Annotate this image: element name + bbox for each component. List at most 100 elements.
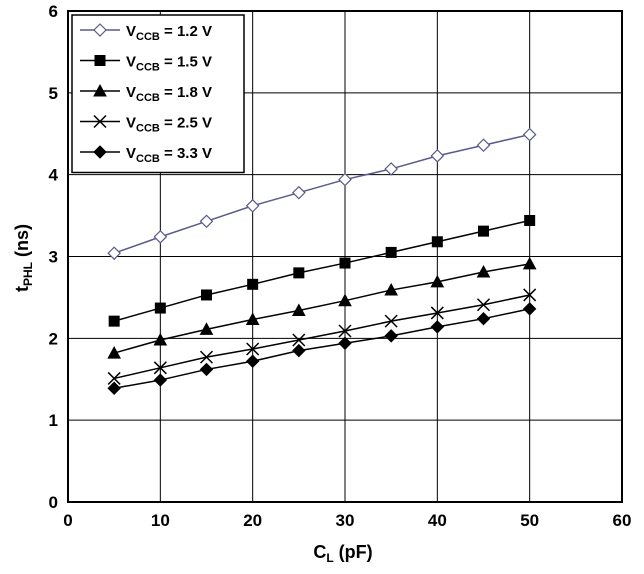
series-5	[107, 302, 537, 395]
data-point	[431, 236, 443, 248]
data-point	[292, 333, 306, 347]
x-tick-label: 10	[151, 511, 170, 530]
x-axis-title: CL (pF)	[313, 542, 372, 565]
series-3	[107, 256, 537, 359]
data-point	[291, 303, 306, 317]
x-axis-title-main: C	[313, 542, 326, 562]
legend-item: VCCB = 1.5 V	[80, 54, 212, 74]
legend-label-value: = 3.3 V	[160, 145, 212, 162]
data-point	[476, 311, 491, 326]
legend-label-value: = 1.5 V	[160, 54, 212, 71]
data-point	[245, 312, 260, 326]
legend-marker	[94, 55, 106, 66]
y-tick-label: 0	[49, 493, 58, 512]
x-tick-label: 40	[428, 511, 447, 530]
legend-label-value: = 1.2 V	[160, 23, 212, 40]
data-point	[524, 214, 536, 226]
data-point	[153, 361, 167, 375]
series-4	[107, 288, 537, 385]
data-point	[385, 246, 397, 258]
y-tick-label: 1	[49, 411, 58, 430]
legend-label-sub: CCB	[136, 31, 160, 43]
data-point	[201, 289, 212, 301]
x-axis-title-sub: L	[326, 551, 333, 565]
series-line	[113, 294, 530, 380]
y-tick-label: 3	[49, 248, 58, 267]
data-point	[384, 162, 399, 176]
x-tick-label: 20	[243, 511, 262, 530]
legend-label-main: V	[126, 84, 136, 101]
legend-marker	[93, 83, 107, 97]
series-line	[113, 219, 530, 322]
data-point	[430, 274, 445, 288]
series-layer	[107, 127, 537, 395]
data-point	[522, 127, 537, 142]
legend-label-main: V	[126, 145, 136, 162]
legend-marker	[93, 114, 107, 129]
data-point	[523, 288, 537, 302]
legend-item: VCCB = 3.3 V	[80, 145, 212, 165]
data-point	[199, 214, 214, 229]
tick-labels: 0 10 20 30 40 50 60 0 1 2 3 4 5 6	[49, 2, 632, 530]
data-point	[107, 381, 121, 395]
legend-label-sub: CCB	[136, 62, 160, 74]
legend-item: VCCB = 1.8 V	[80, 83, 212, 104]
legend-label: VCCB = 1.2 V	[126, 23, 212, 43]
data-point	[107, 246, 122, 261]
series-line	[114, 308, 530, 389]
data-point	[153, 230, 168, 244]
axis-titles: CL (pF) tPHL (ns)	[12, 224, 373, 565]
data-point	[338, 293, 352, 307]
series-line	[113, 133, 530, 254]
data-point	[246, 342, 260, 356]
data-point	[292, 343, 306, 358]
data-point	[522, 256, 537, 270]
data-point	[338, 336, 352, 350]
data-point	[245, 198, 260, 213]
data-point	[199, 350, 214, 364]
y-axis-title-suffix: (ns)	[12, 224, 32, 262]
legend-marker	[93, 23, 107, 37]
legend-label: VCCB = 2.5 V	[126, 115, 212, 135]
series-1	[107, 127, 537, 261]
data-point	[154, 302, 166, 314]
data-point	[522, 302, 537, 316]
data-point	[293, 267, 305, 279]
x-tick-label: 30	[336, 511, 355, 530]
data-point	[430, 148, 445, 163]
y-axis-title-sub: PHL	[21, 262, 35, 286]
data-point	[338, 172, 352, 187]
legend-label: VCCB = 3.3 V	[126, 145, 212, 165]
legend-label-sub: CCB	[136, 92, 160, 104]
data-point	[107, 346, 122, 359]
data-point	[107, 371, 121, 385]
data-point	[476, 138, 491, 153]
data-point	[247, 278, 259, 290]
legend-marker	[93, 145, 107, 159]
data-point	[199, 362, 214, 377]
y-tick-label: 2	[49, 329, 58, 348]
data-point	[384, 283, 399, 296]
data-point	[291, 185, 306, 200]
legend-label-sub: CCB	[136, 153, 160, 165]
data-point	[430, 320, 445, 334]
data-point	[108, 315, 120, 327]
legend-label-main: V	[126, 115, 136, 132]
x-tick-label: 50	[520, 511, 539, 530]
data-point	[384, 329, 398, 343]
series-2	[108, 214, 536, 327]
data-point	[338, 324, 352, 338]
x-tick-label: 60	[613, 511, 632, 530]
grid	[67, 10, 623, 503]
legend-item: VCCB = 1.2 V	[80, 23, 212, 43]
legend-label-value: = 1.8 V	[160, 84, 212, 101]
data-point	[153, 332, 168, 346]
legend-label-sub: CCB	[136, 123, 160, 135]
y-tick-label: 5	[49, 84, 58, 103]
data-point	[153, 373, 168, 387]
data-point	[245, 354, 260, 368]
data-point	[430, 306, 444, 320]
y-tick-label: 6	[49, 2, 58, 21]
